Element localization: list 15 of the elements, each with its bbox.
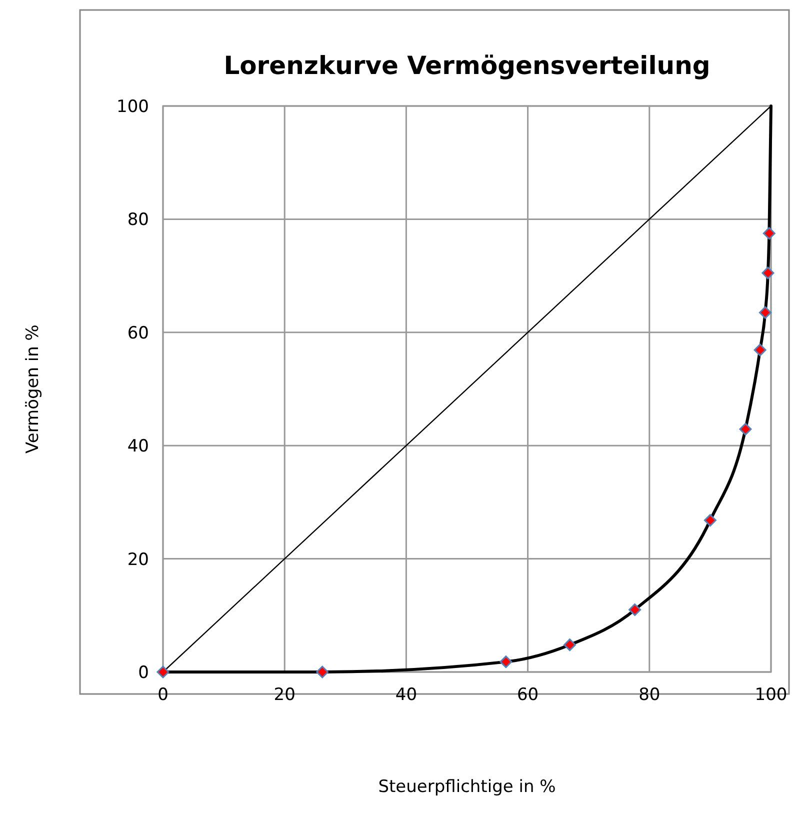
x-tick-label: 40 <box>395 685 418 705</box>
x-tick-label: 60 <box>516 685 539 705</box>
x-axis-title: Steuerpflichtige in % <box>378 777 556 797</box>
x-tick-label: 0 <box>158 685 168 705</box>
y-axis-title: Vermögen in % <box>23 324 43 454</box>
x-tick-label: 20 <box>274 685 296 705</box>
chart-title: Lorenzkurve Vermögensverteilung <box>224 51 710 80</box>
x-tick-label: 100 <box>754 685 788 705</box>
y-tick-label: 100 <box>116 97 149 117</box>
y-tick-label: 60 <box>127 323 149 344</box>
x-tick-label: 80 <box>638 685 660 705</box>
y-tick-label: 80 <box>127 210 149 230</box>
y-tick-label: 40 <box>127 436 149 457</box>
y-tick-label: 0 <box>138 663 149 683</box>
y-tick-label: 20 <box>127 550 149 570</box>
